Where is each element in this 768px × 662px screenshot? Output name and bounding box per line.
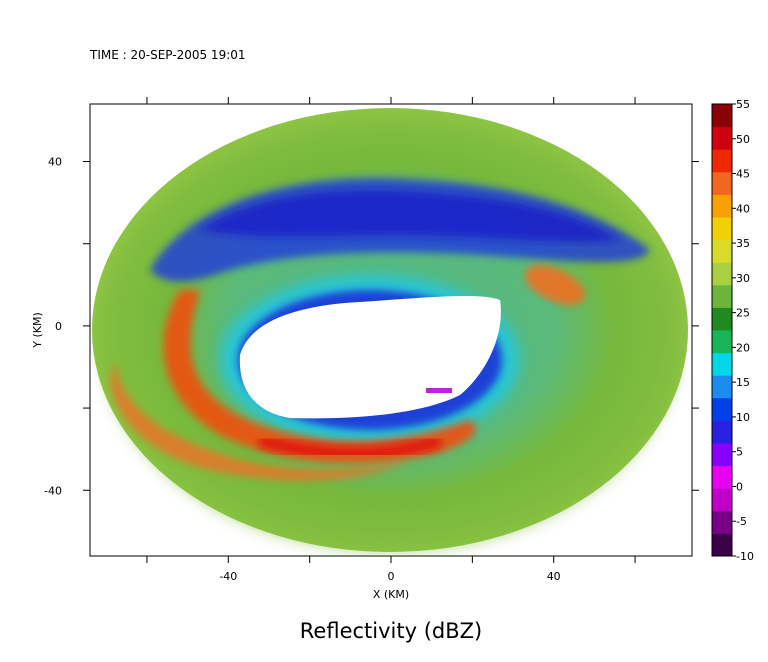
colorbar-tick-label: 40 [736,202,750,215]
colorbar-tick-label: 45 [736,168,750,181]
field-caption: Reflectivity (dBZ) [300,619,482,643]
northern-weak-core [200,190,620,242]
x-axis-label: X (KM) [373,588,409,601]
x-tick-label: 40 [547,570,561,583]
colorbar-swatch [712,284,732,308]
primary-rainband [163,290,476,464]
colorbar-swatch [712,126,732,150]
y-tick-label: 40 [48,156,62,169]
colorbar-tick-label: 50 [736,133,750,146]
colorbar-swatch [712,307,732,331]
colorbar-tick-label: 15 [736,376,750,389]
colorbar-swatch [712,262,732,286]
colorbar-swatch [712,149,732,173]
colorbar: -10 -5 0 5 10 15 20 25 30 35 40 45 50 55 [711,98,754,563]
colorbar-tick-label: 35 [736,237,750,250]
colorbar-tick-label: 55 [736,98,750,111]
eye-no-data [239,296,501,419]
colorbar-frame [711,103,733,557]
colorbar-swatch [712,397,732,421]
colorbar-tick-label: 20 [736,341,750,354]
colorbar-swatch [712,330,732,354]
y-axis-label: Y (KM) [31,312,44,349]
colorbar-swatch [712,217,732,241]
colorbar-swatch [712,510,732,534]
colorbar-swatch [712,420,732,444]
colorbar-tick-label: 5 [736,446,743,459]
weak-echo-spot [426,388,452,393]
y-tick-label: 0 [55,320,62,333]
colorbar-swatch [712,171,732,195]
outer-rainband [110,360,410,481]
y-tick-label: -40 [44,484,62,497]
colorbar-swatch [712,352,732,376]
colorbar-swatch [712,465,732,489]
colorbar-tick-label: 30 [736,272,750,285]
colorbar-tick-label: -5 [736,515,747,528]
colorbar-swatch [712,488,732,512]
axis-tick-labels: -40 0 40 40 0 -40 [44,156,561,583]
colorbar-swatch [712,239,732,263]
northeast-cell [525,265,585,305]
colorbar-swatch [712,194,732,218]
colorbar-swatch [712,104,732,128]
colorbar-swatch [712,533,732,557]
colorbar-tick-label: 0 [736,480,743,493]
axis-ticks [83,97,699,563]
reflectivity-field [92,108,688,552]
x-tick-label: -40 [219,570,237,583]
colorbar-tick-label: 25 [736,307,750,320]
colorbar-swatch [712,375,732,399]
rainband-core [257,433,443,461]
colorbar-swatch [712,443,732,467]
colorbar-tick-label: 10 [736,411,750,424]
colorbar-tick-label: -10 [736,550,754,563]
time-label: TIME : 20-SEP-2005 19:01 [89,48,246,62]
x-tick-label: 0 [388,570,395,583]
